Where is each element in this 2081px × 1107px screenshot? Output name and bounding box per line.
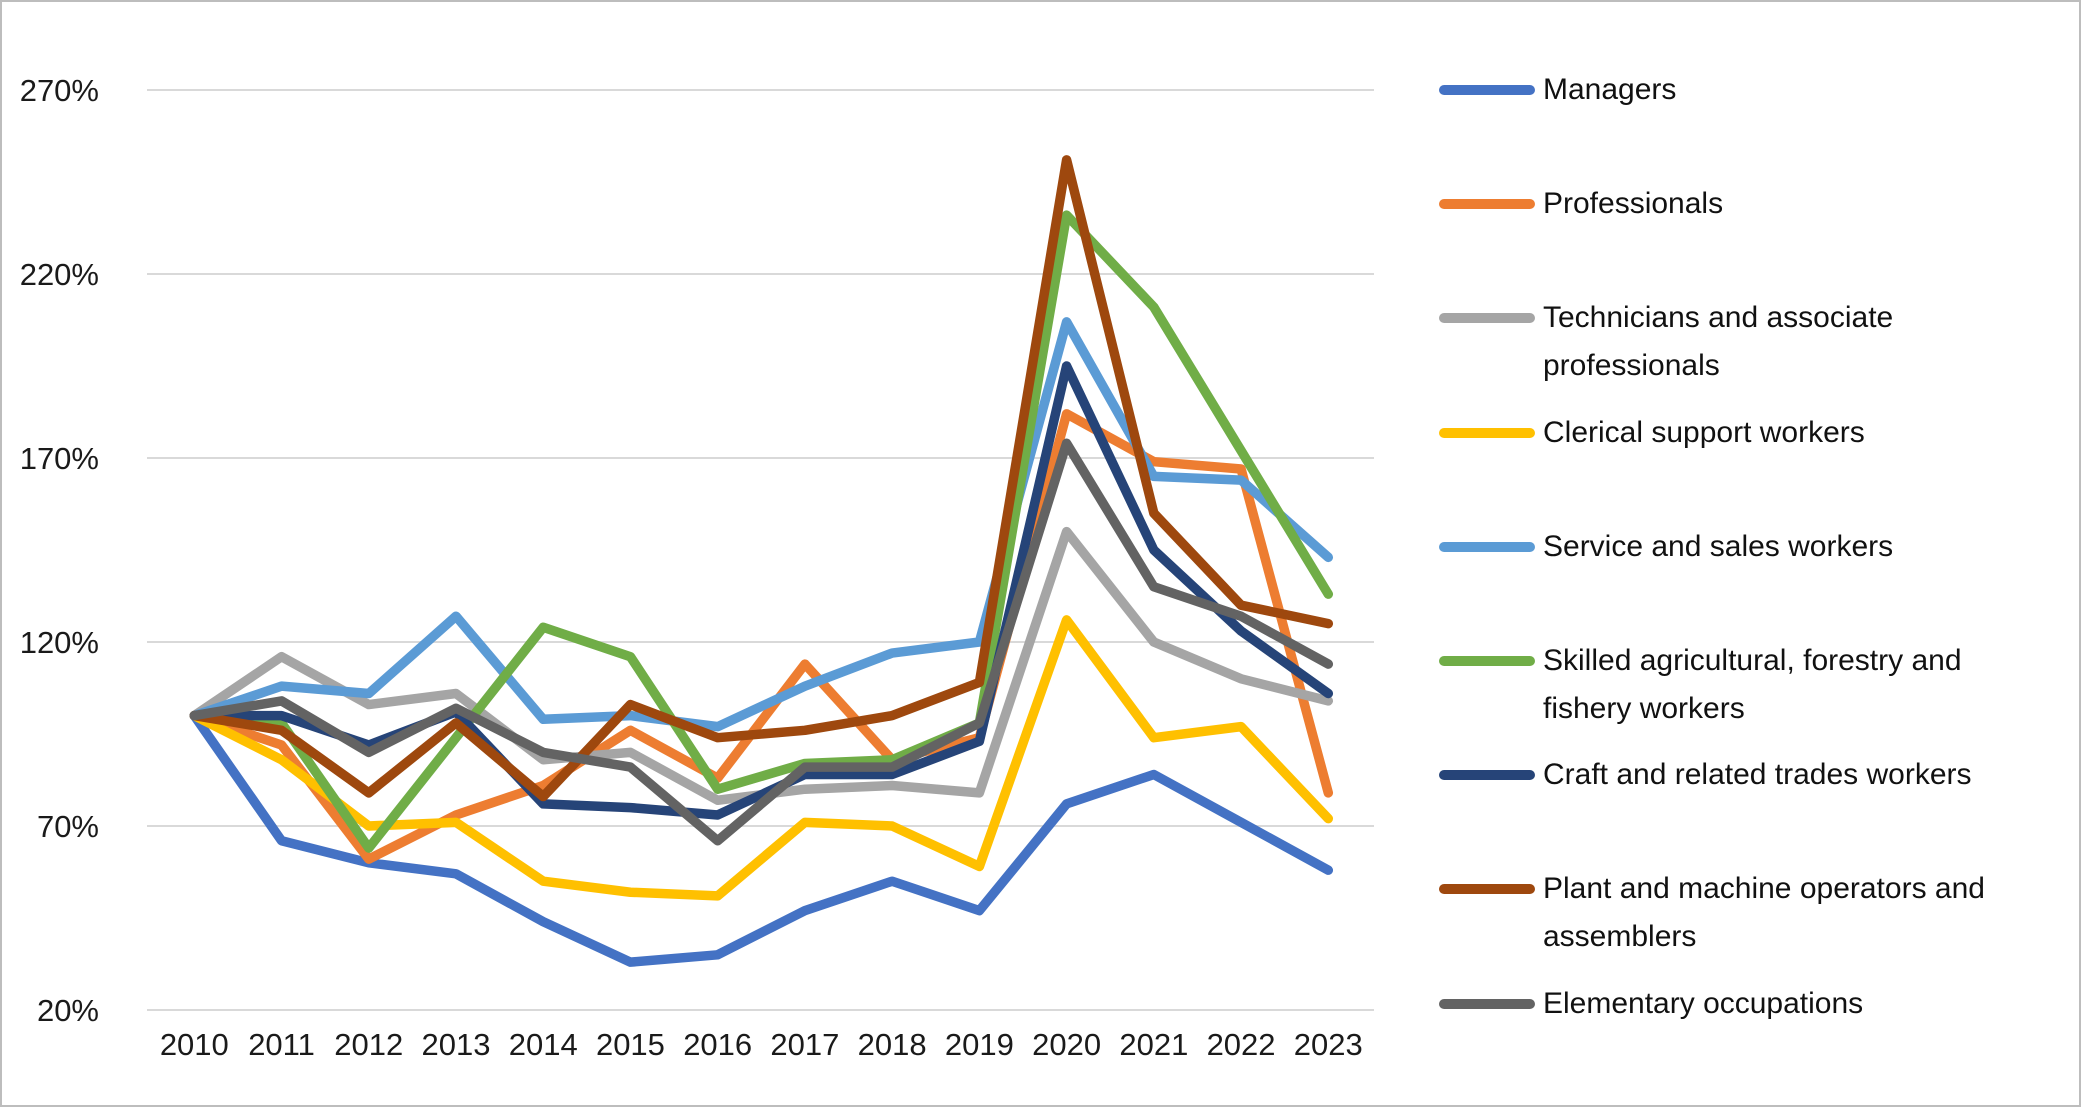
x-axis-tick-label: 2016 (683, 1027, 752, 1062)
x-axis-tick-label: 2020 (1032, 1027, 1101, 1062)
y-axis-tick-label: 120% (20, 625, 99, 660)
y-axis-tick-label: 220% (20, 257, 99, 292)
x-axis-tick-label: 2017 (770, 1027, 839, 1062)
x-axis-tick-label: 2012 (334, 1027, 403, 1062)
x-axis-tick-label: 2015 (596, 1027, 665, 1062)
series-line-8 (189, 155, 1334, 802)
x-axis-tick-label: 2011 (248, 1027, 315, 1062)
y-axis-tick-label: 170% (20, 441, 99, 476)
series-line-1 (189, 710, 1334, 967)
series-line-7 (189, 361, 1334, 820)
y-axis-tick-label: 270% (20, 73, 99, 108)
y-axis-tick-label: 70% (37, 809, 99, 844)
series-line-6 (189, 210, 1334, 853)
y-axis-tick-label: 20% (37, 993, 99, 1028)
x-axis-tick-label: 2019 (945, 1027, 1014, 1062)
x-axis-tick-label: 2023 (1294, 1027, 1363, 1062)
x-axis-tick-label: 2013 (422, 1027, 491, 1062)
x-axis-tick-label: 2018 (858, 1027, 927, 1062)
x-axis-tick-label: 2021 (1119, 1027, 1188, 1062)
series-line-3 (189, 526, 1334, 805)
series-line-9 (189, 438, 1334, 846)
x-axis-tick-label: 2014 (509, 1027, 578, 1062)
x-axis-tick-label: 2010 (160, 1027, 229, 1062)
x-axis-tick-label: 2022 (1207, 1027, 1276, 1062)
